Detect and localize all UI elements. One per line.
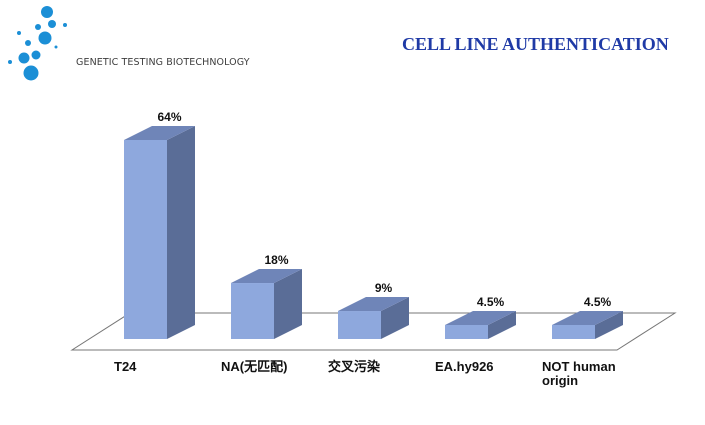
- data-label: 4.5%: [477, 295, 505, 309]
- bar-1: [124, 126, 195, 339]
- bar-top: [124, 126, 195, 140]
- bar-3: [338, 297, 409, 339]
- category-label: EA.hy926: [435, 359, 494, 374]
- bar-front: [445, 325, 488, 339]
- bar-front: [231, 283, 274, 339]
- bar-top: [445, 311, 516, 326]
- bar-side: [488, 311, 516, 339]
- data-label: 4.5%: [584, 295, 612, 309]
- bar-2: [231, 269, 302, 339]
- company-name: GENETIC TESTING BIOTECHNOLOGY: [76, 57, 250, 68]
- data-label: 9%: [375, 281, 393, 295]
- category-label: T24: [114, 359, 137, 374]
- category-label: NOT human origin: [542, 359, 616, 388]
- bar-top: [552, 311, 623, 326]
- data-label: 18%: [264, 253, 288, 267]
- bar-top: [338, 297, 409, 312]
- bar-front: [338, 311, 381, 339]
- bar-side: [274, 269, 302, 339]
- bar-front: [124, 140, 167, 339]
- page-title: CELL LINE AUTHENTICATION: [402, 34, 669, 54]
- bar-front: [552, 325, 595, 339]
- bar-5: [552, 311, 623, 339]
- bar-side: [595, 311, 623, 339]
- data-label: 64%: [157, 110, 181, 124]
- bar-side: [381, 297, 409, 339]
- category-label: 交叉污染: [328, 359, 381, 374]
- bar-top: [231, 269, 302, 284]
- category-label: NA(无匹配): [221, 359, 288, 374]
- bar-4: [445, 311, 516, 339]
- company-logo: [8, 6, 67, 81]
- bar-side: [167, 126, 195, 339]
